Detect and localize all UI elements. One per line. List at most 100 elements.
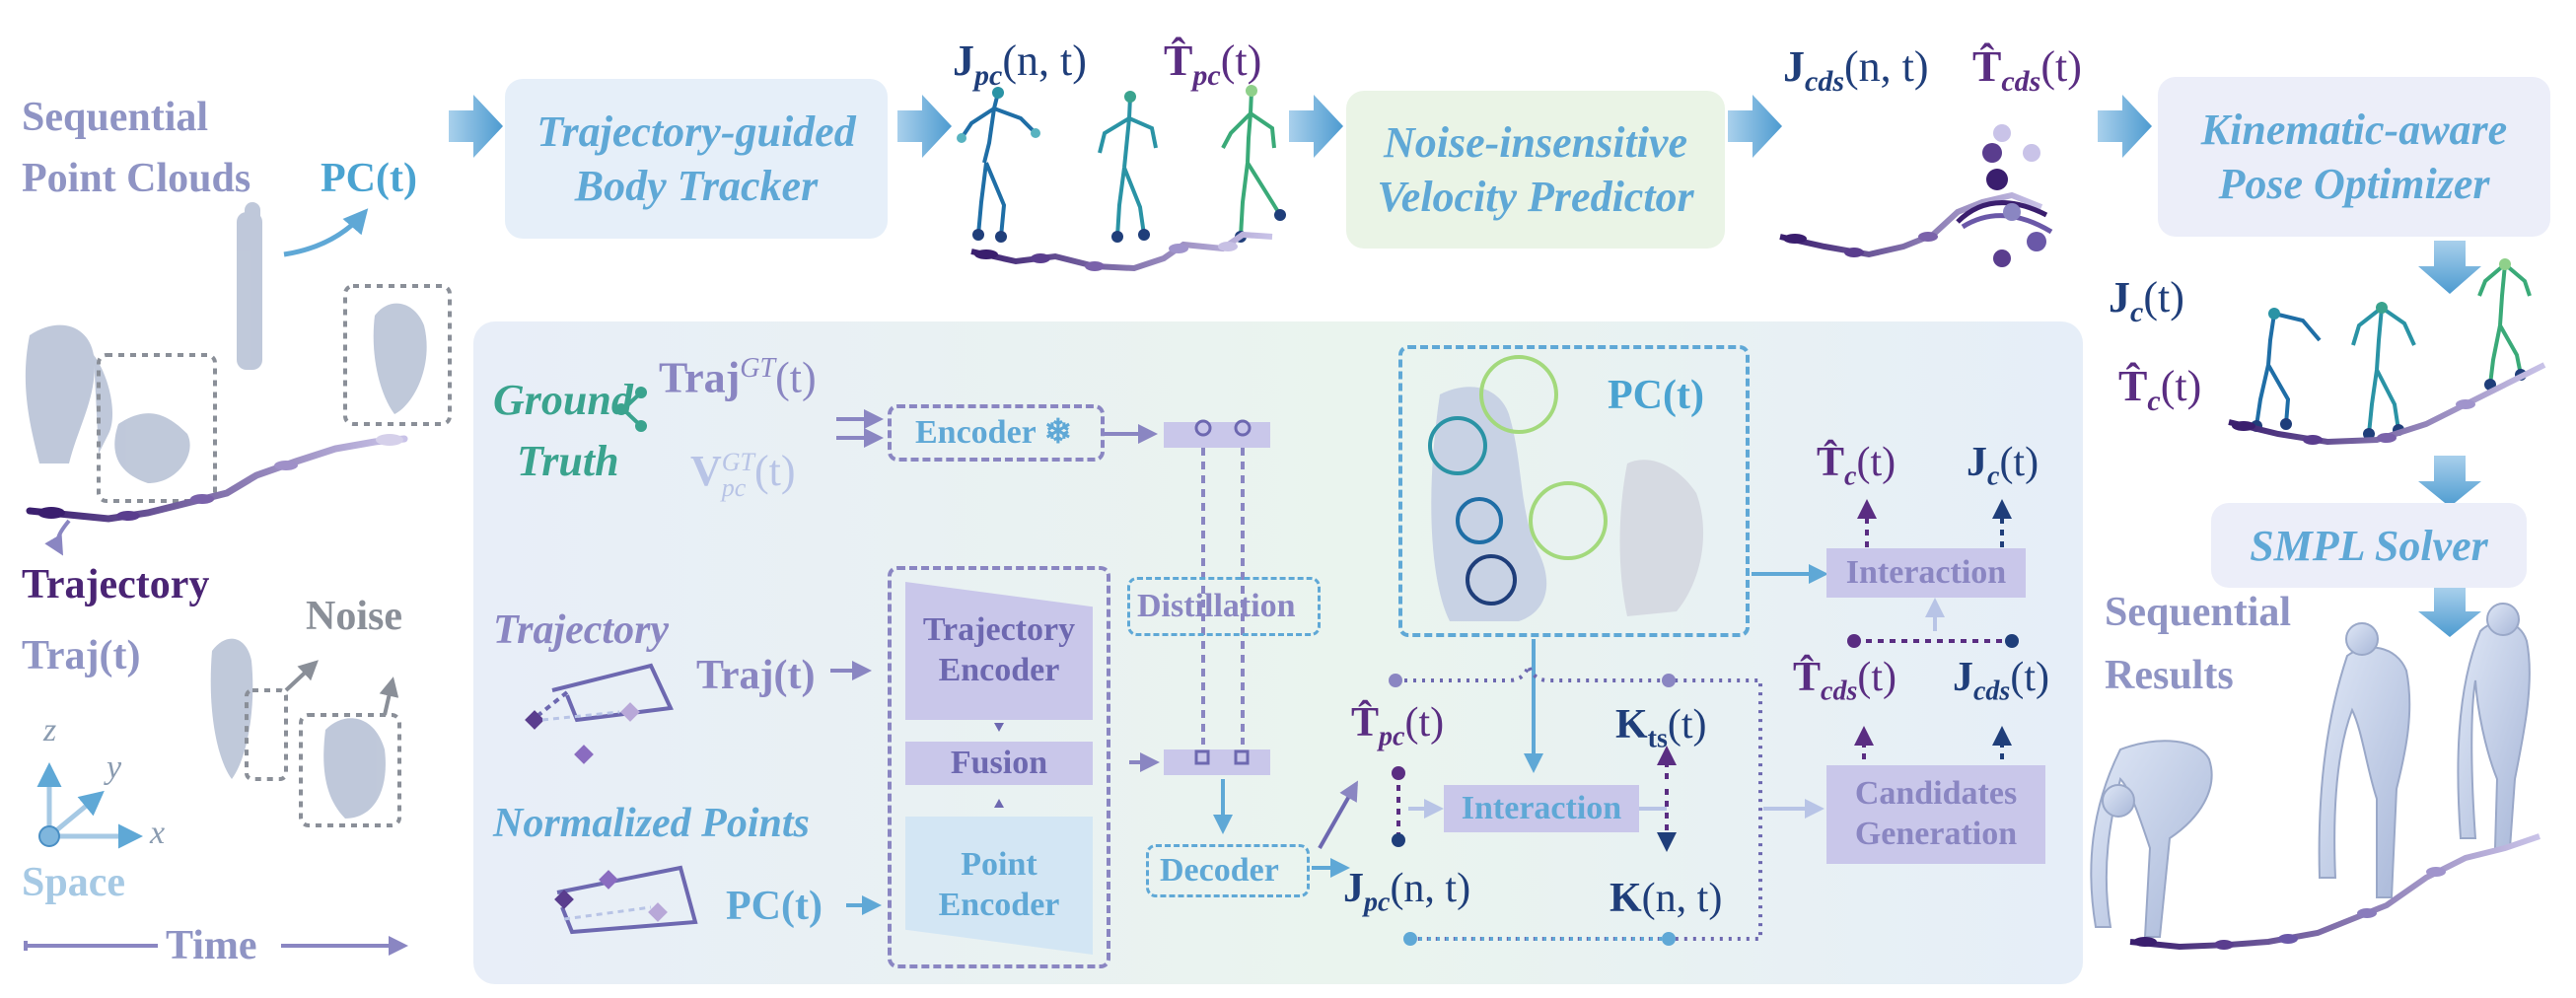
v-gt-sup: GT — [721, 448, 755, 476]
time-axis — [24, 936, 408, 956]
stage2-line1: Noise-insensitive — [1384, 118, 1687, 167]
jpc-args: (n, t) — [1002, 36, 1087, 85]
stage1-line2: Body Tracker — [574, 162, 819, 210]
detail-tpc-args: (t) — [1404, 700, 1445, 746]
pc-window-label: PC(t) — [1608, 373, 1704, 418]
detail-jcds-args: (t) — [2010, 655, 2049, 700]
jc-skeletons — [2254, 262, 2532, 435]
traj-gt-sup: GT — [740, 353, 776, 384]
tcds-args: (t) — [2040, 42, 2082, 91]
input-title-1: Sequential — [22, 95, 209, 140]
decoder-box — [1146, 844, 1310, 897]
jcds-symbol: J — [1783, 42, 1805, 91]
jc-symbol: J — [2109, 273, 2130, 321]
tc-symbol: T̂ — [2118, 362, 2148, 410]
k-ts-sub: ts — [1647, 723, 1668, 754]
detail-tcds-label: T̂cds(t) — [1793, 657, 1896, 705]
input-title-2: Point Clouds — [22, 156, 251, 201]
pc-window — [1398, 345, 1750, 637]
tpc-sub: pc — [1192, 58, 1221, 92]
traj-gt-args: (t) — [775, 353, 817, 402]
trajectory-title: Trajectory — [22, 562, 210, 607]
axis-z-label: z — [43, 712, 57, 748]
jcds-args: (n, t) — [1844, 42, 1929, 91]
tc-label: T̂c(t) — [2118, 365, 2201, 416]
fusion-block: Fusion — [905, 742, 1093, 785]
tc-sub: c — [2147, 384, 2161, 417]
encoder-stack-box — [888, 566, 1110, 968]
tpc-label: T̂pc(t) — [1164, 39, 1261, 91]
tcds-symbol: T̂ — [1972, 42, 2002, 91]
jc-sub: c — [2130, 295, 2144, 328]
input-pc-label: PC(t) — [321, 156, 417, 201]
k-ts-symbol: K — [1615, 702, 1648, 748]
traj-encoder-line2: Encoder — [938, 652, 1060, 688]
stage1-line1: Trajectory-guided — [537, 107, 856, 156]
input-trajectory — [26, 434, 408, 523]
pipeline-arrows — [449, 95, 2152, 158]
traj-label: Traj(t) — [22, 633, 141, 678]
interaction-top-box: Interaction — [1826, 548, 2026, 598]
encoder-text: Encoder — [915, 414, 1037, 451]
normalized-points-label: Normalized Points — [493, 801, 810, 846]
k-ts-label: Kts(t) — [1615, 704, 1707, 752]
space-label: Space — [22, 860, 125, 905]
trajectory-input-label: Trajectory — [493, 607, 670, 653]
detail-tpc-sub: pc — [1379, 721, 1405, 752]
traj-gt-label: TrajGT(t) — [659, 355, 817, 400]
distillation-label: Distillation — [1137, 588, 1296, 624]
detail-tcds-symbol: T̂ — [1793, 655, 1822, 700]
traj-gt-symbol: Traj — [659, 353, 741, 402]
detail-tpc-label: T̂pc(t) — [1351, 702, 1444, 750]
traj-encoder-line1: Trajectory — [922, 611, 1076, 649]
distillation-box — [1127, 577, 1321, 636]
k-nt-symbol: K — [1610, 876, 1642, 921]
stage-body-tracker: Trajectory-guided Body Tracker — [505, 79, 888, 239]
point-encoder-line2: Encoder — [938, 887, 1060, 923]
stage-pose-optimizer: Kinematic-aware Pose Optimizer — [2158, 77, 2550, 237]
jcds-sub: cds — [1805, 64, 1844, 98]
detail-jcds-label: Jcds(t) — [1953, 657, 2049, 705]
jpc-label: Jpc(n, t) — [953, 39, 1087, 91]
tpc-symbol: T̂ — [1164, 36, 1193, 85]
detail-jcds-symbol: J — [1953, 655, 1973, 700]
detail-jpc-symbol: J — [1343, 866, 1364, 911]
smpl-solver-label: SMPL Solver — [2250, 521, 2488, 570]
tcds-label: T̂cds(t) — [1972, 45, 2082, 97]
smpl-solver-box: SMPL Solver — [2211, 503, 2527, 588]
encoder-box — [888, 404, 1105, 462]
candidates-line2: Generation — [1854, 816, 2018, 852]
v-gt-symbol: V — [690, 447, 722, 496]
normalized-points-glyph — [556, 865, 698, 935]
point-encoder-line1: Point — [961, 846, 1038, 884]
noise-label: Noise — [306, 594, 402, 639]
k-nt-label: K(n, t) — [1610, 878, 1722, 919]
detail-jc-args: (t) — [1999, 440, 2039, 485]
detail-tc-symbol: T̂ — [1817, 440, 1845, 485]
stage3-line1: Kinematic-aware — [2200, 106, 2508, 154]
jpc-skeletons — [960, 90, 1282, 238]
detail-tc-sub: c — [1844, 461, 1857, 492]
pc-t-input: PC(t) — [726, 884, 823, 929]
jpc-joints — [957, 85, 1286, 243]
results-title-2: Results — [2105, 653, 2234, 698]
jcds-graphic — [1779, 124, 2053, 267]
jpc-sub: pc — [974, 58, 1003, 92]
result-bodies — [2090, 603, 2531, 938]
input-point-cloud — [25, 202, 427, 483]
detail-jc-sub: c — [1987, 461, 2000, 492]
detail-jc-label: Jc(t) — [1967, 442, 2039, 490]
trajectory-encoder-block: Trajectory Encoder — [905, 582, 1093, 720]
gt-feature-bar — [1164, 422, 1270, 448]
decoder-label: Decoder — [1160, 852, 1279, 889]
k-ts-args: (t) — [1667, 702, 1707, 748]
detail-tcds-sub: cds — [1821, 676, 1858, 707]
axis-y-label: y — [107, 749, 122, 786]
traj-t-input: Traj(t) — [696, 653, 816, 698]
detail-tc-args: (t) — [1856, 440, 1896, 485]
fused-feature-bar — [1164, 749, 1270, 775]
tcds-sub: cds — [2001, 64, 2041, 98]
detail-tcds-args: (t) — [1857, 655, 1896, 700]
